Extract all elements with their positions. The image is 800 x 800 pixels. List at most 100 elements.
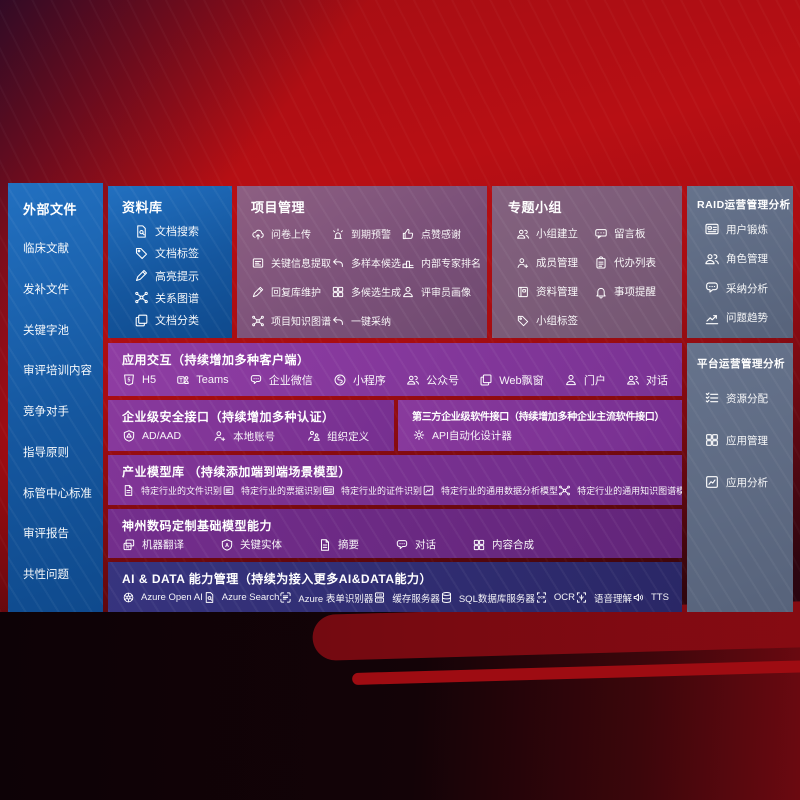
list-item: 事项提醒: [594, 284, 672, 299]
item-label: 关键实体: [240, 539, 282, 551]
panel-app-interaction: 应用交互（持续增加多种客户端） H5 Teams 企业微信 小程序 公众号: [108, 343, 682, 396]
panel-base-models: 神州数码定制基础模型能力 机器翻译 关键实体 摘要 对话 内容合成: [108, 509, 682, 558]
graph-icon: [134, 290, 149, 305]
item-label: 临床文献: [23, 243, 69, 255]
chat-icon: [395, 538, 409, 552]
id-card-icon: [322, 484, 335, 497]
list-item: 文档标签: [134, 245, 224, 261]
item-label: 缓存服务器: [392, 593, 440, 605]
grid4-icon: [331, 285, 345, 299]
item-label: 共性问题: [23, 569, 69, 581]
item-label: 小程序: [352, 375, 386, 387]
list-item: 内容合成: [472, 537, 534, 552]
item-label: 到期预警: [351, 230, 391, 241]
panel-title: 应用交互（持续增加多种客户端）: [122, 353, 310, 367]
list-item: 项目知识图谱: [251, 313, 331, 328]
item-label: Teams: [196, 374, 229, 386]
database-icon: [440, 591, 453, 604]
item-label: OCR: [553, 592, 575, 603]
list-item: H5: [122, 373, 156, 387]
list-item: 小组标签: [516, 313, 594, 328]
list-item: 组织定义: [307, 429, 369, 444]
item-label: 事项提醒: [614, 286, 656, 298]
item-label: 摘要: [338, 539, 359, 551]
list-item: 门户: [564, 372, 606, 388]
list-item: 企业微信: [249, 372, 313, 388]
panel-title: 第三方企业级软件接口（持续增加多种企业主流软件接口）: [412, 412, 665, 423]
item-label: AD/AAD: [142, 430, 182, 442]
panel-title: 外部文件: [23, 202, 78, 217]
item-label: 发补文件: [23, 283, 69, 296]
graph-icon: [251, 314, 265, 328]
item-label: 角色管理: [726, 253, 768, 266]
list-item: 内部专家排名: [401, 255, 481, 270]
doc-search-icon: [203, 591, 216, 604]
item-label: 本地账号: [233, 430, 276, 443]
list-item: 对话: [395, 537, 436, 552]
platform-list: 资源分配 应用管理 应用分析: [697, 390, 787, 490]
list-item: API自动化设计器: [412, 428, 512, 443]
list-item: 点赞感谢: [401, 226, 481, 241]
list-item: 角色管理: [704, 251, 787, 267]
project-grid: 问卷上传 到期预警 点赞感谢 关键信息提取 多样本候选 内部专家排名: [251, 226, 481, 328]
item-label: SQL数据库服务器: [458, 593, 535, 605]
panel-platform-analytics: 平台运营管理分析 资源分配 应用管理 应用分析: [687, 343, 793, 612]
list-item: 审评培训内容: [23, 362, 97, 378]
list-item: 评审员画像: [401, 284, 481, 299]
panel-project-management: 项目管理 问卷上传 到期预警 点赞感谢 关键信息提取 多样本候选: [237, 186, 487, 338]
thumb-icon: [401, 227, 415, 241]
chat-icon: [249, 373, 263, 387]
reply-icon: [331, 256, 345, 270]
panel-ai-data-management: AI & DATA 能力管理（持续为接入更多AI&DATA能力） Azure O…: [108, 562, 682, 612]
list-item: 指导原则: [23, 444, 97, 460]
extract-icon: [251, 256, 265, 270]
panel-external-files: 外部文件 临床文献 发补文件 关键字池 审评培训内容 竞争对手 指导原则 标管中…: [8, 183, 103, 612]
list-item: SQL数据库服务器: [440, 591, 535, 605]
panel-title: 企业级安全接口（持续增加多种认证）: [122, 410, 335, 424]
item-label: 特定行业的通用知识图谱模型: [577, 486, 682, 496]
doc-icon: [122, 484, 135, 497]
item-label: 标管中心标准: [23, 487, 92, 500]
item-label: 多样本候选: [351, 259, 401, 270]
list-item: AD/AAD: [122, 429, 181, 443]
list-item: Azure Search: [203, 591, 279, 604]
openai-icon: [122, 591, 135, 604]
list-item: Azure Open AI: [122, 591, 203, 604]
panel-topic-groups: 专题小组 小组建立 留言板 成员管理 代办列表 资料管理: [492, 186, 682, 338]
server-icon: [373, 591, 386, 604]
item-label: 多候选生成: [351, 288, 401, 299]
item-label: 应用分析: [726, 476, 768, 489]
doc-search-icon: [134, 224, 149, 239]
cloud-up-icon: [251, 227, 265, 241]
list-item: 标管中心标准: [23, 485, 97, 501]
list-item: 成员管理: [516, 255, 594, 270]
list-item: 文档搜索: [134, 223, 224, 239]
item-label: 公众号: [426, 375, 460, 387]
item-label: 特定行业的文件识别: [141, 486, 223, 496]
list-item: Azure 表单识别器: [279, 591, 373, 605]
list-item: 共性问题: [23, 566, 97, 582]
item-label: Azure Open AI: [141, 592, 203, 603]
teams-icon: [176, 373, 190, 387]
interaction-list: H5 Teams 企业微信 小程序 公众号 Web飘窗: [122, 371, 668, 389]
panel-title: 平台运营管理分析: [697, 358, 785, 370]
list-item: 特定行业的通用数据分析模型: [422, 484, 558, 497]
id-card-icon: [704, 221, 720, 237]
list-item: 一键采纳: [331, 313, 401, 328]
list-item: Teams: [176, 373, 229, 387]
industry-models-list: 特定行业的文件识别 特定行业的票据识别 特定行业的证件识别 特定行业的通用数据分…: [122, 483, 682, 498]
people-icon: [704, 251, 720, 267]
list-item: 关键字池: [23, 322, 97, 338]
bell-icon: [594, 285, 608, 299]
list-item: 临床文献: [23, 240, 97, 256]
graph-icon: [558, 484, 571, 497]
extract-icon: [222, 484, 235, 497]
list-item: OCR: [535, 591, 575, 604]
item-label: 问题趋势: [726, 312, 768, 325]
panel-title: 产业模型库 （持续添加端到端场景模型）: [122, 465, 351, 479]
item-label: 特定行业的通用数据分析模型: [441, 486, 559, 496]
panel-thirdparty-interface: 第三方企业级软件接口（持续增加多种企业主流软件接口） API自动化设计器: [398, 400, 682, 451]
person-plus-icon: [213, 429, 227, 443]
list-item: 语音理解: [575, 591, 632, 605]
